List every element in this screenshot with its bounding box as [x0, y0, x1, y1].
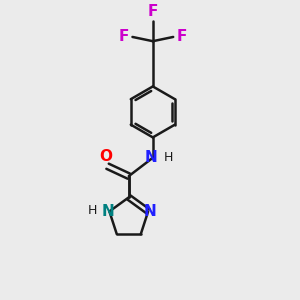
Text: O: O: [99, 149, 112, 164]
Text: N: N: [102, 204, 114, 219]
Text: H: H: [88, 203, 98, 217]
Text: F: F: [119, 29, 129, 44]
Text: N: N: [143, 204, 156, 219]
Text: H: H: [164, 151, 173, 164]
Text: N: N: [145, 150, 158, 165]
Text: F: F: [177, 29, 187, 44]
Text: F: F: [148, 4, 158, 19]
